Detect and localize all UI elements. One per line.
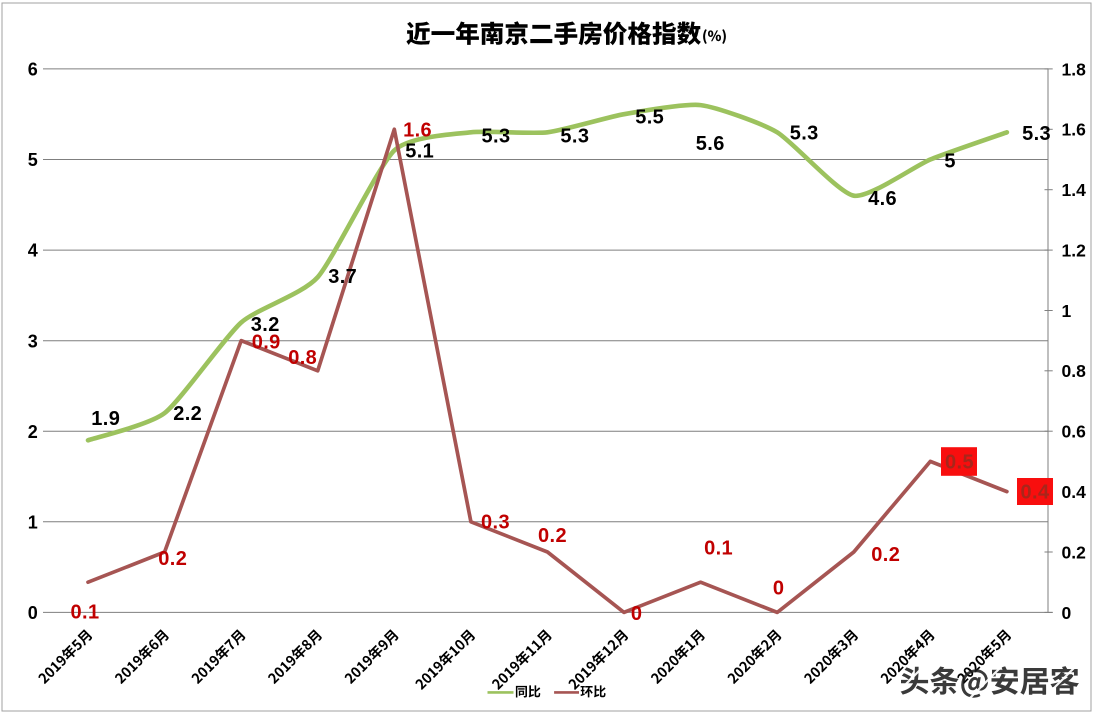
svg-text:3: 3 xyxy=(28,331,38,351)
svg-text:5.5: 5.5 xyxy=(635,106,664,128)
svg-text:3.7: 3.7 xyxy=(328,266,357,288)
svg-text:0.5: 0.5 xyxy=(945,452,974,474)
svg-text:1.6: 1.6 xyxy=(1062,120,1087,140)
svg-text:1.8: 1.8 xyxy=(1062,59,1087,79)
svg-text:5.3: 5.3 xyxy=(560,125,589,147)
svg-text:4: 4 xyxy=(28,241,38,261)
svg-text:5: 5 xyxy=(28,150,38,170)
svg-text:3.2: 3.2 xyxy=(251,314,280,336)
svg-text:0.2: 0.2 xyxy=(158,548,187,570)
svg-text:5.3: 5.3 xyxy=(481,126,510,148)
svg-text:1: 1 xyxy=(1062,301,1072,321)
svg-text:2: 2 xyxy=(28,422,38,442)
svg-text:0.8: 0.8 xyxy=(288,347,317,369)
svg-text:1: 1 xyxy=(28,512,38,532)
svg-text:1.4: 1.4 xyxy=(1062,180,1087,200)
svg-text:4.6: 4.6 xyxy=(868,188,897,210)
svg-text:0: 0 xyxy=(1062,603,1072,623)
svg-text:0.1: 0.1 xyxy=(70,602,99,624)
svg-text:5.6: 5.6 xyxy=(696,133,725,155)
svg-text:0.2: 0.2 xyxy=(871,544,900,566)
svg-text:1.9: 1.9 xyxy=(91,408,120,430)
svg-text:0.1: 0.1 xyxy=(704,538,733,560)
svg-text:5.3: 5.3 xyxy=(1022,123,1051,145)
svg-text:0: 0 xyxy=(773,577,785,599)
svg-text:2.2: 2.2 xyxy=(173,403,202,425)
svg-text:6: 6 xyxy=(28,60,38,80)
svg-text:0: 0 xyxy=(28,603,38,623)
svg-text:0: 0 xyxy=(631,603,643,625)
svg-text:0.6: 0.6 xyxy=(1062,422,1087,442)
svg-text:1.6: 1.6 xyxy=(403,120,432,142)
svg-text:1.2: 1.2 xyxy=(1062,241,1087,261)
svg-text:5.1: 5.1 xyxy=(405,141,434,163)
svg-text:0.9: 0.9 xyxy=(252,331,281,353)
svg-text:0.2: 0.2 xyxy=(1062,542,1087,562)
svg-text:0.4: 0.4 xyxy=(1062,482,1087,502)
svg-text:0.8: 0.8 xyxy=(1062,361,1087,381)
svg-text:5.3: 5.3 xyxy=(790,122,819,144)
svg-text:0.2: 0.2 xyxy=(538,525,567,547)
svg-text:0.4: 0.4 xyxy=(1020,482,1049,504)
svg-text:5: 5 xyxy=(944,150,956,172)
svg-text:0.3: 0.3 xyxy=(481,512,510,534)
